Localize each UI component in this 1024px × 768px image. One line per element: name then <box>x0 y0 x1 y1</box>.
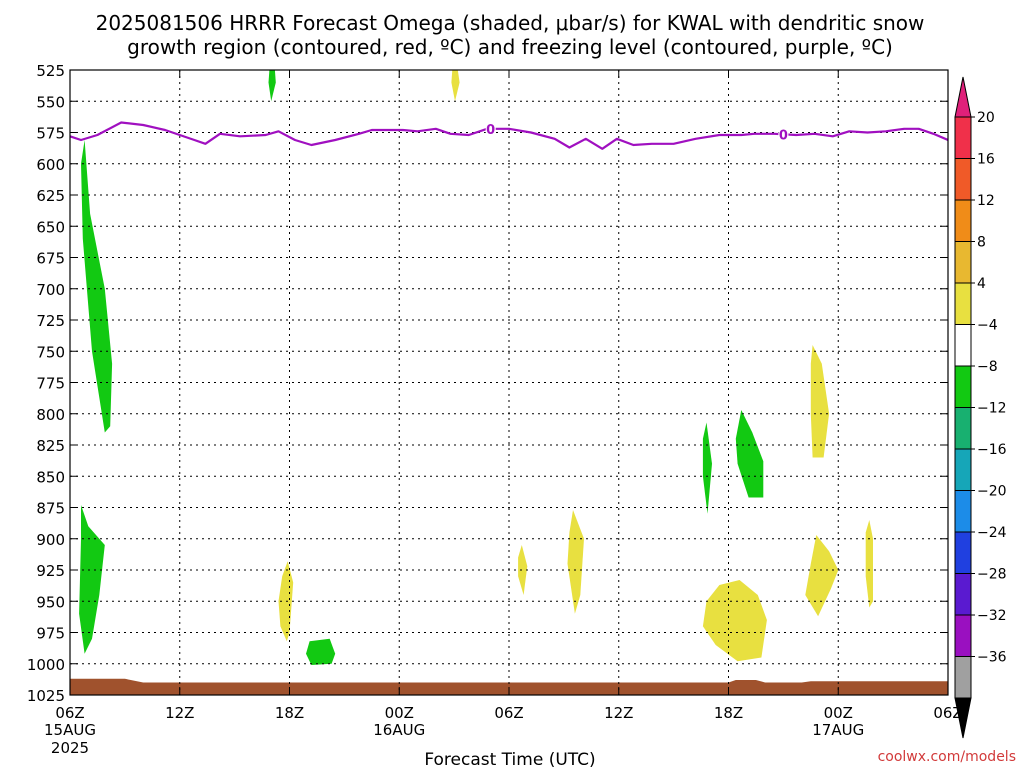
colorbar-label: 16 <box>977 152 995 168</box>
y-tick-label: 725 <box>36 312 65 330</box>
omega-region-green <box>81 140 113 433</box>
y-tick-label: 775 <box>36 375 65 393</box>
y-tick-label: 650 <box>36 218 65 236</box>
colorbar-label: 12 <box>977 193 995 209</box>
colorbar-segment <box>954 573 972 616</box>
y-tick-label: 975 <box>36 625 65 643</box>
y-tick-label: 750 <box>36 343 65 361</box>
y-tick-label: 1000 <box>27 656 65 674</box>
x-tick-label: 06Z <box>933 704 962 722</box>
freezing-level-label: 0 <box>779 128 788 143</box>
omega-region-yellow <box>567 510 584 614</box>
omega-region-green <box>306 638 336 665</box>
colorbar-label: 8 <box>977 235 986 251</box>
y-tick-label: 1025 <box>27 687 65 705</box>
colorbar-label: −32 <box>977 608 1007 624</box>
omega-region-yellow <box>805 535 839 617</box>
y-tick-label: 700 <box>36 281 65 299</box>
x-axis-label: Forecast Time (UTC) <box>424 750 595 768</box>
colorbar-label: 4 <box>977 276 986 292</box>
omega-region-yellow <box>518 545 528 595</box>
x-tick-label: 12Z <box>165 704 194 722</box>
colorbar-label: −28 <box>977 567 1007 583</box>
colorbar-segment <box>954 324 972 367</box>
colorbar-label: −12 <box>977 401 1007 417</box>
colorbar-segment <box>954 158 972 201</box>
freezing-level-line <box>70 121 948 150</box>
colorbar-label: −8 <box>977 359 998 375</box>
omega-region-yellow <box>702 580 767 662</box>
x-tick-label: 00Z <box>385 704 414 722</box>
colorbar-segment <box>954 614 972 657</box>
freezing-label-bg <box>485 121 496 135</box>
y-tick-label: 550 <box>36 93 65 111</box>
omega-region-green <box>702 422 712 514</box>
colorbar-label: 20 <box>977 110 995 126</box>
y-tick-label: 525 <box>36 62 65 80</box>
y-tick-label: 675 <box>36 250 65 268</box>
colorbar-segment <box>954 490 972 533</box>
x-tick-label: 00Z <box>824 704 853 722</box>
colorbar-bottom-arrow <box>954 697 972 739</box>
y-tick-label: 600 <box>36 156 65 174</box>
colorbar-label: −4 <box>977 318 998 334</box>
y-tick-label: 950 <box>36 593 65 611</box>
x-tick-label: 06Z <box>494 704 523 722</box>
colorbar-segment <box>954 116 972 159</box>
y-tick-label: 575 <box>36 125 65 143</box>
x-tick-label: 18Z <box>714 704 743 722</box>
chart-title-line2: growth region (contoured, red, ºC) and f… <box>127 35 893 59</box>
colorbar-segment <box>954 199 972 242</box>
colorbar-top-arrow <box>954 76 972 118</box>
x-date-label: 16AUG <box>373 721 425 739</box>
colorbar-segment <box>954 656 972 699</box>
x-date-label: 15AUG <box>44 721 96 739</box>
colorbar-segment <box>954 407 972 450</box>
y-tick-label: 800 <box>36 406 65 424</box>
omega-region-green <box>268 70 276 102</box>
freezing-level-label: 0 <box>486 123 495 138</box>
freezing-label-bg <box>778 127 789 141</box>
omega-region-yellow <box>810 345 830 458</box>
x-tick-label: 06Z <box>55 704 84 722</box>
omega-region-green <box>735 410 764 498</box>
y-tick-label: 850 <box>36 468 65 486</box>
x-date-label: 17AUG <box>812 721 864 739</box>
colorbar-label: −24 <box>977 525 1007 541</box>
y-tick-label: 625 <box>36 187 65 205</box>
y-tick-label: 925 <box>36 562 65 580</box>
colorbar-label: −36 <box>977 650 1007 666</box>
omega-region-yellow <box>865 520 873 608</box>
y-tick-label: 875 <box>36 500 65 518</box>
x-year-label: 2025 <box>51 739 89 757</box>
colorbar-label: −20 <box>977 484 1007 500</box>
y-tick-label: 900 <box>36 531 65 549</box>
omega-region-green <box>79 505 105 654</box>
credit-text: coolwx.com/models <box>878 749 1016 765</box>
omega-region-yellow <box>451 70 460 102</box>
chart-title-line1: 2025081506 HRRR Forecast Omega (shaded, … <box>96 11 925 35</box>
x-tick-label: 18Z <box>275 704 304 722</box>
colorbar-segment <box>954 282 972 325</box>
colorbar-segment <box>954 365 972 408</box>
x-tick-label: 12Z <box>604 704 633 722</box>
colorbar-label: −16 <box>977 442 1007 458</box>
colorbar-segment <box>954 448 972 491</box>
colorbar-segment <box>954 531 972 574</box>
colorbar-segment <box>954 241 972 284</box>
y-tick-label: 825 <box>36 437 65 455</box>
